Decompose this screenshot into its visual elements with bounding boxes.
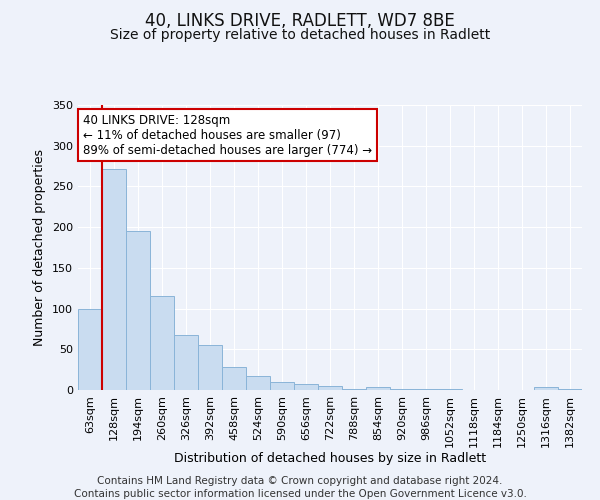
Bar [102, 168, 126, 390]
Bar [222, 367, 246, 390]
Text: 40 LINKS DRIVE: 128sqm
← 11% of detached houses are smaller (97)
89% of semi-det: 40 LINKS DRIVE: 128sqm ← 11% of detached… [83, 114, 372, 156]
Bar [438, 389, 462, 390]
Bar [270, 382, 294, 390]
Bar [246, 376, 270, 390]
Bar [294, 384, 318, 390]
Text: Contains public sector information licensed under the Open Government Licence v3: Contains public sector information licen… [74, 489, 526, 499]
Bar [366, 386, 390, 390]
Bar [534, 386, 558, 390]
Bar [414, 389, 438, 390]
Bar [126, 231, 150, 390]
Bar [558, 389, 582, 390]
Bar [174, 334, 198, 390]
Y-axis label: Number of detached properties: Number of detached properties [34, 149, 46, 346]
Bar [150, 296, 174, 390]
X-axis label: Distribution of detached houses by size in Radlett: Distribution of detached houses by size … [174, 452, 486, 466]
Text: Contains HM Land Registry data © Crown copyright and database right 2024.: Contains HM Land Registry data © Crown c… [97, 476, 503, 486]
Bar [318, 386, 342, 390]
Bar [78, 308, 102, 390]
Text: Size of property relative to detached houses in Radlett: Size of property relative to detached ho… [110, 28, 490, 42]
Bar [390, 389, 414, 390]
Text: 40, LINKS DRIVE, RADLETT, WD7 8BE: 40, LINKS DRIVE, RADLETT, WD7 8BE [145, 12, 455, 30]
Bar [342, 389, 366, 390]
Bar [198, 345, 222, 390]
